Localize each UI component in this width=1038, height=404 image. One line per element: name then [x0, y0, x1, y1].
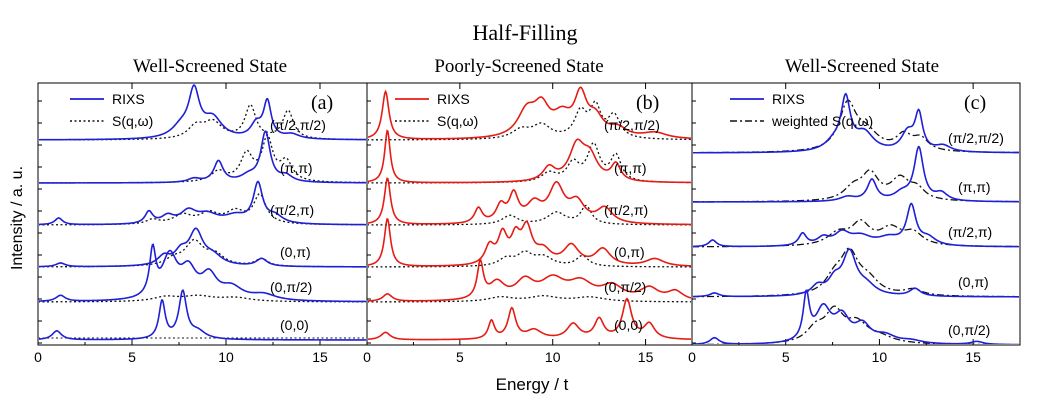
sqw-curve-4: [39, 294, 366, 303]
panel-a: Well-Screened State 0 5 10 15 (π/2,π/2) (π,π)…: [34, 56, 368, 365]
curve-label: (π/2,π): [948, 224, 992, 240]
curve-label: (π/2,π/2): [948, 130, 1004, 146]
rixs-curve-5: [39, 288, 366, 341]
rixs-curve-4: [39, 243, 366, 303]
curve-label: (π,π): [280, 160, 313, 176]
rixs-curve-0: [39, 84, 366, 141]
sqw-curve-4: [693, 305, 1019, 344]
x-tick-label: 15: [965, 349, 981, 365]
x-tick-label: 0: [363, 349, 371, 365]
x-tick-label: 0: [688, 349, 696, 365]
legend-rixs-label: RIXS: [112, 91, 145, 107]
rixs-curve-0: [368, 86, 691, 140]
panel-b: Poorly-Screened State 0 5 10 15 (π/2,π/2) (π,…: [363, 56, 693, 365]
x-tick-label: 10: [218, 349, 234, 365]
panel-c-title: Well-Screened State: [785, 56, 939, 77]
rixs-curve-2: [39, 180, 366, 226]
panel-c: Well-Screened State 0 5 10 15 (π/2,π/2) (π,π)…: [688, 56, 1021, 365]
legend-sqw-label: weighted S(q,ω): [771, 113, 873, 129]
sqw-curve-1: [693, 169, 1019, 203]
curve-label: (0,π/2): [604, 279, 646, 295]
legend-rixs-label: RIXS: [772, 91, 805, 107]
legend-rixs-label: RIXS: [437, 91, 470, 107]
curve-label: (0,0): [614, 317, 643, 333]
legend-sqw-label: S(q,ω): [437, 113, 478, 129]
x-tick-label: 5: [128, 349, 136, 365]
sqw-curve-1: [39, 134, 366, 184]
panel-b-title: Poorly-Screened State: [434, 56, 603, 77]
legend-sqw-label: S(q,ω): [112, 113, 153, 129]
sqw-curve-2: [368, 204, 691, 226]
sqw-curve-0: [368, 100, 691, 141]
rixs-curve-0: [693, 92, 1019, 154]
curve-label: (π,π): [958, 179, 991, 195]
curve-label: (π,π): [614, 160, 647, 176]
curve-label: (0,π/2): [270, 279, 312, 295]
x-tick-label: 5: [782, 349, 790, 365]
curve-label: (π/2,π): [604, 202, 648, 218]
rixs-curve-2: [368, 177, 691, 226]
rixs-curve-2: [693, 202, 1019, 248]
rixs-curve-1: [368, 129, 691, 184]
curve-label: (0,0): [280, 317, 309, 333]
panel-a-title: Well-Screened State: [133, 56, 287, 77]
rixs-curve-3: [39, 227, 366, 268]
sqw-curve-2: [39, 192, 366, 226]
rixs-curve-1: [39, 130, 366, 184]
sqw-curve-0: [693, 99, 1019, 154]
panel-b-plot-area: [368, 86, 691, 341]
x-tick-label: 10: [545, 349, 561, 365]
curve-label: (0,π/2): [948, 322, 990, 338]
sqw-curve-4: [368, 294, 691, 303]
rixs-curve-4: [368, 259, 691, 302]
x-axis-label: Energy / t: [496, 375, 569, 394]
rixs-curve-3: [368, 217, 691, 267]
y-axis-label: Intensity / a. u.: [9, 166, 26, 270]
figure-title: Half-Filling: [472, 20, 577, 45]
panel-a-plot-area: [39, 84, 366, 341]
curve-label: (0,π): [958, 274, 989, 290]
curve-label: (π/2,π/2): [270, 117, 326, 133]
curve-label: (π/2,π/2): [604, 117, 660, 133]
x-tick-label: 10: [872, 349, 888, 365]
rixs-curve-3: [693, 248, 1019, 298]
panel-c-plot-area: [693, 92, 1019, 344]
sqw-curve-3: [368, 250, 691, 268]
panel-a-tag: (a): [311, 92, 333, 114]
sqw-curve-3: [39, 238, 366, 268]
panel-c-tag: (c): [964, 92, 986, 114]
rixs-curve-4: [693, 289, 1019, 344]
curve-label: (0,π): [614, 244, 645, 260]
curve-label: (0,π): [280, 244, 311, 260]
rixs-curve-1: [693, 145, 1019, 203]
x-tick-label: 0: [34, 349, 42, 365]
x-tick-label: 5: [456, 349, 464, 365]
rixs-curve-5: [368, 297, 691, 341]
x-tick-label: 15: [638, 349, 654, 365]
panel-c-frame: [691, 82, 1021, 346]
x-tick-label: 15: [312, 349, 328, 365]
curve-label: (π/2,π): [270, 202, 314, 218]
panel-b-tag: (b): [636, 92, 659, 114]
